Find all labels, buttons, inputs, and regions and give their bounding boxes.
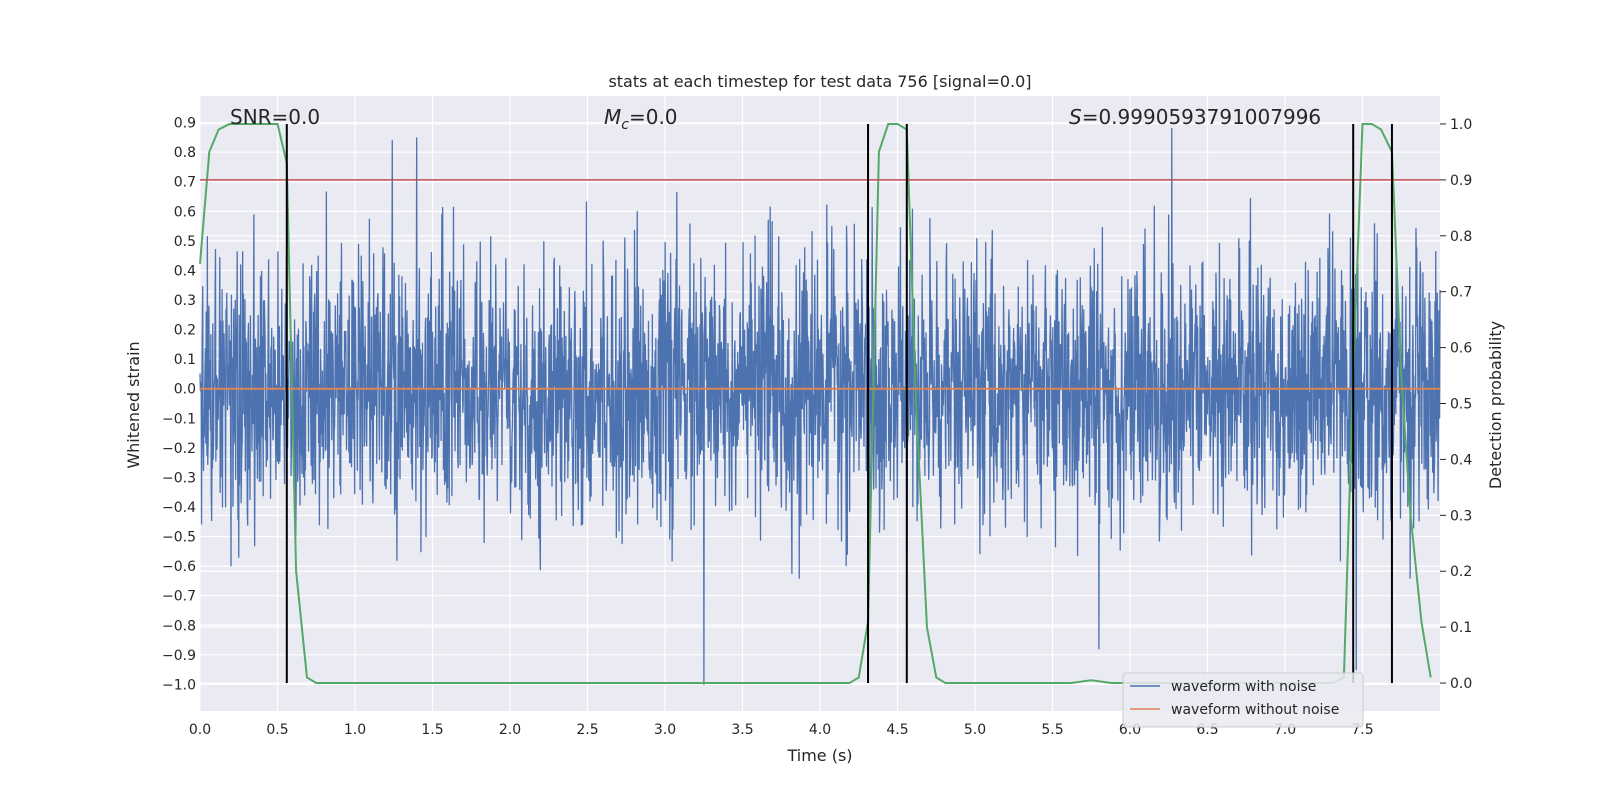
y-left-tick-label: 0.9 — [174, 116, 196, 132]
x-tick-label: 1.5 — [421, 722, 443, 738]
y-left-tick-label: −0.7 — [162, 589, 196, 605]
y-left-tick-label: 0.3 — [174, 293, 196, 309]
s-annotation: S=0.9990593791007996 — [1069, 105, 1321, 129]
y-left-tick-label: 0.8 — [174, 145, 196, 161]
y-left-tick-label: −0.1 — [162, 411, 196, 427]
x-tick-label: 3.5 — [731, 722, 753, 738]
x-tick-label: 5.0 — [964, 722, 986, 738]
y-axis-left-label: Whitened strain — [124, 341, 143, 468]
y-right-tick-label: 0.7 — [1450, 285, 1472, 301]
y-left-tick-label: −0.6 — [162, 559, 196, 575]
x-tick-label: 5.5 — [1041, 722, 1063, 738]
y-right-tick-label: 0.2 — [1450, 564, 1472, 580]
y-right-tick-label: 0.5 — [1450, 397, 1472, 413]
overlay-series — [199, 122, 1440, 685]
legend-box — [1122, 672, 1364, 728]
y-right-tick-label: 0.0 — [1450, 676, 1472, 692]
x-tick-label: 0.5 — [266, 722, 288, 738]
x-tick-label: 0.0 — [189, 722, 211, 738]
y-left-tick-label: 0.7 — [174, 175, 196, 191]
y-left-tick-label: 0.0 — [174, 382, 196, 398]
x-tick-label: 2.0 — [499, 722, 521, 738]
waveform-with-noise-series — [199, 127, 1441, 686]
legend: waveform with noise waveform without noi… — [1122, 672, 1364, 728]
y-right-tick-label: 0.4 — [1450, 452, 1472, 468]
mc-annotation: Mc=0.0 — [604, 105, 678, 133]
y-left-tick-label: −0.8 — [162, 618, 196, 634]
y-right-tick-label: 0.1 — [1450, 620, 1472, 636]
y-right-tick-label: 0.8 — [1450, 229, 1472, 245]
x-tick-label: 1.0 — [344, 722, 366, 738]
y-right-tick-label: 0.3 — [1450, 508, 1472, 524]
x-tick-label: 4.0 — [809, 722, 831, 738]
y-left-tick-label: 0.4 — [174, 263, 196, 279]
snr-annotation: SNR=0.0 — [230, 105, 320, 129]
y-right-tick-label: 1.0 — [1450, 117, 1472, 133]
s-value: =0.9990593791007996 — [1082, 105, 1321, 129]
detection-probability-line — [199, 122, 1432, 685]
mc-subscript: c — [621, 117, 629, 133]
y-left-tick-label: −1.0 — [162, 677, 196, 693]
mc-value: =0.0 — [629, 105, 678, 129]
y-right-tick-label: 0.6 — [1450, 341, 1472, 357]
x-axis-label: Time (s) — [786, 746, 852, 765]
y-axis-right-label: Detection probability — [1486, 321, 1505, 489]
y-left-tick-label: −0.3 — [162, 470, 196, 486]
x-tick-label: 2.5 — [576, 722, 598, 738]
y-left-tick-label: −0.9 — [162, 648, 196, 664]
y-left-tick-label: −0.5 — [162, 530, 196, 546]
waveform-with-noise-line — [199, 127, 1441, 686]
y-left-tick-label: 0.5 — [174, 234, 196, 250]
axis-ticks: 0.0 0.5 1.0 1.5 2.0 2.5 3.0 3.5 4.0 4.5 5.0 5.5 6.0 6… — [162, 116, 1472, 738]
legend-label-noise: waveform with noise — [1171, 679, 1316, 695]
y-left-tick-label: −0.2 — [162, 441, 196, 457]
x-tick-label: 4.5 — [886, 722, 908, 738]
chart-title: stats at each timestep for test data 756… — [608, 72, 1031, 91]
mc-symbol: M — [604, 105, 621, 129]
y-left-tick-label: 0.1 — [174, 352, 196, 368]
y-left-tick-label: 0.6 — [174, 204, 196, 220]
y-left-tick-label: −0.4 — [162, 500, 196, 516]
s-symbol: S — [1069, 105, 1082, 129]
x-tick-label: 3.0 — [654, 722, 676, 738]
legend-label-clean: waveform without noise — [1171, 702, 1339, 718]
y-left-tick-label: 0.2 — [174, 323, 196, 339]
y-right-tick-label: 0.9 — [1450, 173, 1472, 189]
